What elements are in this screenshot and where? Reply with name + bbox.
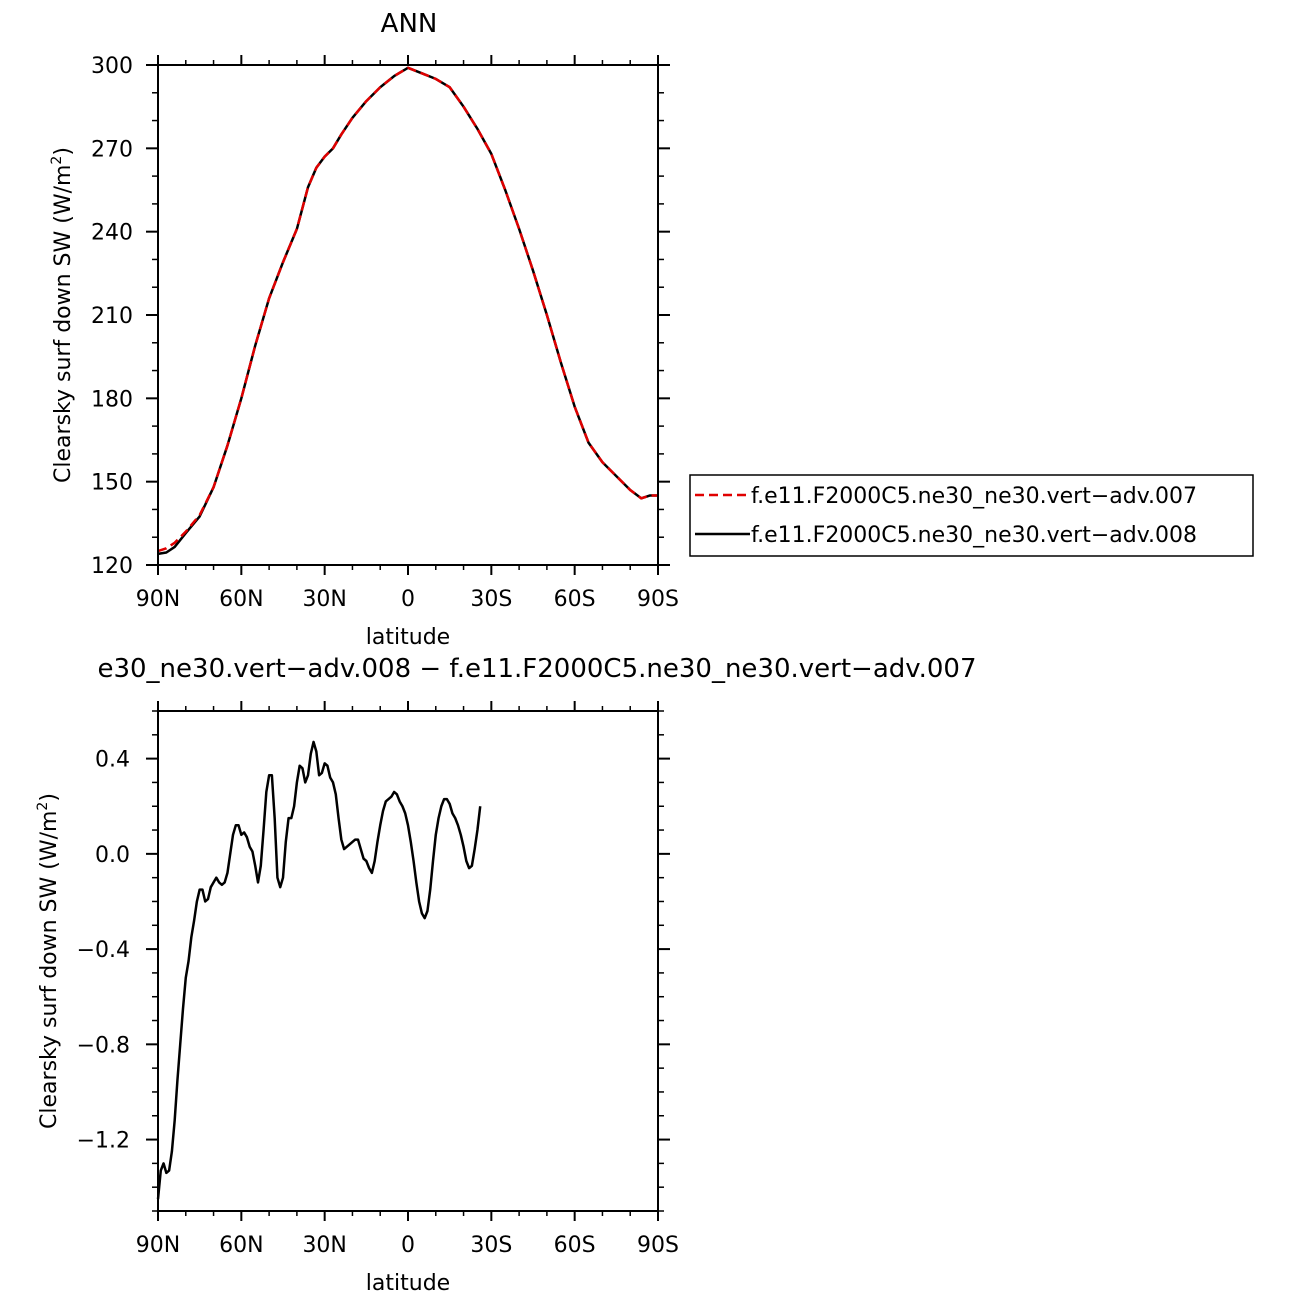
bottom-plot-frame <box>157 710 659 1212</box>
y-tick-label: 300 <box>91 54 133 79</box>
x-tick-label: 90N <box>136 587 180 612</box>
y-tick-label: −0.4 <box>77 938 130 963</box>
bottom-plot-ticks: 90N 60N 30N 0 30S 60S 90S 0.4 0.0 −0.4 −0.8 −1.2 <box>77 701 679 1258</box>
x-tick-label: 90S <box>637 1233 679 1258</box>
y-tick-label: 0.0 <box>95 843 130 868</box>
series-line-0 <box>156 740 482 1200</box>
y-tick-label: 0.4 <box>95 748 130 773</box>
x-tick-label: 60S <box>554 1233 596 1258</box>
top-plot-frame <box>157 64 659 566</box>
top-plot-ylabel: Clearsky surf down SW (W/m2) <box>49 147 76 483</box>
bottom-plot-series <box>156 740 482 1200</box>
y-tick-label: 180 <box>91 387 133 412</box>
bottom-plot-xlabel: latitude <box>366 1271 450 1296</box>
top-plot-ticks: 90N 60N 30N 0 30S 60S 90S 120 150 180 210 240 270 300 <box>91 54 679 612</box>
legend: f.e11.F2000C5.ne30_ne30.vert−adv.007 f.e… <box>689 474 1254 557</box>
x-tick-label: 30S <box>470 587 512 612</box>
x-tick-label: 60S <box>554 587 596 612</box>
x-tick-label: 60N <box>219 587 263 612</box>
x-tick-label: 30N <box>302 1233 346 1258</box>
top-plot: ANN 90N 60N 30N 0 30S 60S 90S 120 150 180 210 240 27… <box>49 9 679 650</box>
x-tick-label: 60N <box>219 1233 263 1258</box>
y-tick-label: 240 <box>91 221 133 246</box>
y-tick-label: −0.8 <box>77 1033 130 1058</box>
bottom-plot-ylabel: Clearsky surf down SW (W/m2) <box>35 793 62 1129</box>
top-plot-series <box>157 66 658 556</box>
x-tick-label: 0 <box>401 1233 415 1258</box>
y-tick-label: −1.2 <box>77 1129 130 1154</box>
y-tick-label: 210 <box>91 304 133 329</box>
top-plot-xlabel: latitude <box>366 625 450 650</box>
x-tick-label: 30N <box>302 587 346 612</box>
x-tick-label: 90S <box>637 587 679 612</box>
x-tick-label: 0 <box>401 587 415 612</box>
y-tick-label: 150 <box>91 471 133 496</box>
legend-box <box>689 474 1254 557</box>
y-tick-label: 120 <box>91 554 133 579</box>
y-tick-label: 270 <box>91 137 133 162</box>
x-tick-label: 30S <box>470 1233 512 1258</box>
x-tick-label: 90N <box>136 1233 180 1258</box>
bottom-plot-title: e30_ne30.vert−adv.008 − f.e11.F2000C5.ne… <box>97 654 976 684</box>
series-line-0 <box>157 66 658 556</box>
top-plot-title: ANN <box>381 9 438 39</box>
bottom-plot: e30_ne30.vert−adv.008 − f.e11.F2000C5.ne… <box>35 654 977 1296</box>
legend-label-series-008: f.e11.F2000C5.ne30_ne30.vert−adv.008 <box>751 523 1197 548</box>
series-line-1 <box>157 66 658 553</box>
legend-label-series-007: f.e11.F2000C5.ne30_ne30.vert−adv.007 <box>751 484 1197 509</box>
